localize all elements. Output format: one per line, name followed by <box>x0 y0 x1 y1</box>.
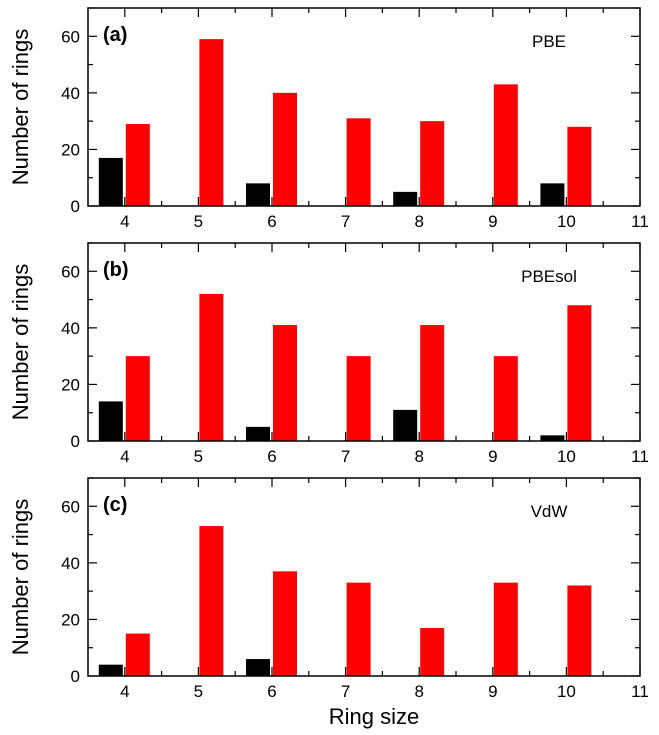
bar-red-ring-8 <box>420 325 445 441</box>
bar-red-ring-6 <box>273 92 297 206</box>
x-tick-label: 5 <box>194 447 203 466</box>
bar-black-ring-6 <box>246 426 270 441</box>
bar-red-ring-10 <box>567 585 592 676</box>
bar-black-ring-10 <box>540 435 565 441</box>
y-tick-label: 40 <box>61 554 80 573</box>
x-tick-label: 8 <box>414 682 423 701</box>
bar-red-ring-4 <box>125 356 150 441</box>
bar-red-ring-8 <box>420 627 445 676</box>
method-annotation: PBE <box>532 32 566 51</box>
x-tick-label: 7 <box>341 212 350 231</box>
plot-frame <box>87 7 641 207</box>
bar-red-ring-5 <box>199 526 224 676</box>
x-tick-label: 6 <box>267 682 276 701</box>
x-tick-label: 9 <box>488 682 497 701</box>
bar-black-ring-4 <box>98 401 123 441</box>
y-tick-label: 60 <box>61 27 80 46</box>
method-annotation: VdW <box>531 502 568 521</box>
chart-panel-3: 0 20 40 60 4 5 6 7 8 9 10 11 Number of rings (c) VdW <box>8 477 649 701</box>
y-axis-label: Number of rings <box>8 499 33 656</box>
x-tick-label: 11 <box>631 212 649 231</box>
x-tick-label: 8 <box>414 212 423 231</box>
x-tick-label: 10 <box>557 682 576 701</box>
bar-black-ring-8 <box>393 191 418 206</box>
x-tick-label: 7 <box>341 682 350 701</box>
bar-red-ring-4 <box>125 123 150 206</box>
bar-red-ring-10 <box>567 305 592 441</box>
y-tick-label: 20 <box>61 610 80 629</box>
y-tick-label: 40 <box>61 319 80 338</box>
bar-red-ring-6 <box>273 325 297 441</box>
bar-red-ring-9 <box>493 582 518 676</box>
bar-red-ring-9 <box>493 84 518 206</box>
x-tick-label: 6 <box>267 212 276 231</box>
bar-red-ring-5 <box>199 39 224 206</box>
x-tick-label: 6 <box>267 447 276 466</box>
bar-black-ring-10 <box>540 183 565 206</box>
y-tick-label: 40 <box>61 84 80 103</box>
bar-red-ring-4 <box>125 633 150 676</box>
bar-red-ring-9 <box>493 356 518 441</box>
x-tick-label: 11 <box>631 682 649 701</box>
x-tick-label: 5 <box>194 212 203 231</box>
method-annotation: PBEsol <box>521 267 577 286</box>
bar-red-ring-8 <box>420 121 445 206</box>
bar-black-ring-6 <box>246 659 270 676</box>
chart-panel-2: 0 20 40 60 4 5 6 7 8 9 10 11 Number of rings (b) PBEso… <box>8 242 649 466</box>
y-tick-label: 60 <box>61 262 80 281</box>
bar-red-ring-5 <box>199 293 224 441</box>
x-tick-label: 9 <box>488 212 497 231</box>
y-axis-label: Number of rings <box>8 264 33 421</box>
bar-black-ring-4 <box>98 664 123 676</box>
y-tick-label: 0 <box>71 667 80 686</box>
bar-black-ring-4 <box>98 157 123 206</box>
y-tick-label: 20 <box>61 375 80 394</box>
bar-black-ring-6 <box>246 183 270 206</box>
panel-label: (b) <box>103 259 129 281</box>
bar-red-ring-10 <box>567 126 592 206</box>
plot-frame <box>87 477 641 677</box>
x-tick-label: 9 <box>488 447 497 466</box>
y-tick-label: 20 <box>61 140 80 159</box>
y-tick-label: 0 <box>71 432 80 451</box>
chart-panel-1: 0 20 40 60 4 5 6 7 8 9 10 11 Number of rings (a) PBE <box>8 7 649 231</box>
bar-red-ring-7 <box>346 356 371 441</box>
bar-red-ring-7 <box>346 582 371 676</box>
figure-x-axis-label: Ring size <box>329 704 419 729</box>
x-tick-label: 5 <box>194 682 203 701</box>
panel-label: (a) <box>103 24 127 46</box>
bar-black-ring-8 <box>393 409 418 441</box>
y-tick-label: 0 <box>71 197 80 216</box>
bar-red-ring-6 <box>273 571 297 676</box>
x-tick-label: 4 <box>120 212 129 231</box>
y-axis-label: Number of rings <box>8 29 33 186</box>
panel-label: (c) <box>103 494 127 516</box>
x-tick-label: 4 <box>120 682 129 701</box>
y-tick-label: 60 <box>61 497 80 516</box>
x-tick-label: 10 <box>557 447 576 466</box>
x-tick-label: 7 <box>341 447 350 466</box>
x-tick-label: 8 <box>414 447 423 466</box>
plot-frame <box>87 242 641 442</box>
x-tick-label: 10 <box>557 212 576 231</box>
x-tick-label: 11 <box>631 447 649 466</box>
bar-red-ring-7 <box>346 118 371 206</box>
x-tick-label: 4 <box>120 447 129 466</box>
